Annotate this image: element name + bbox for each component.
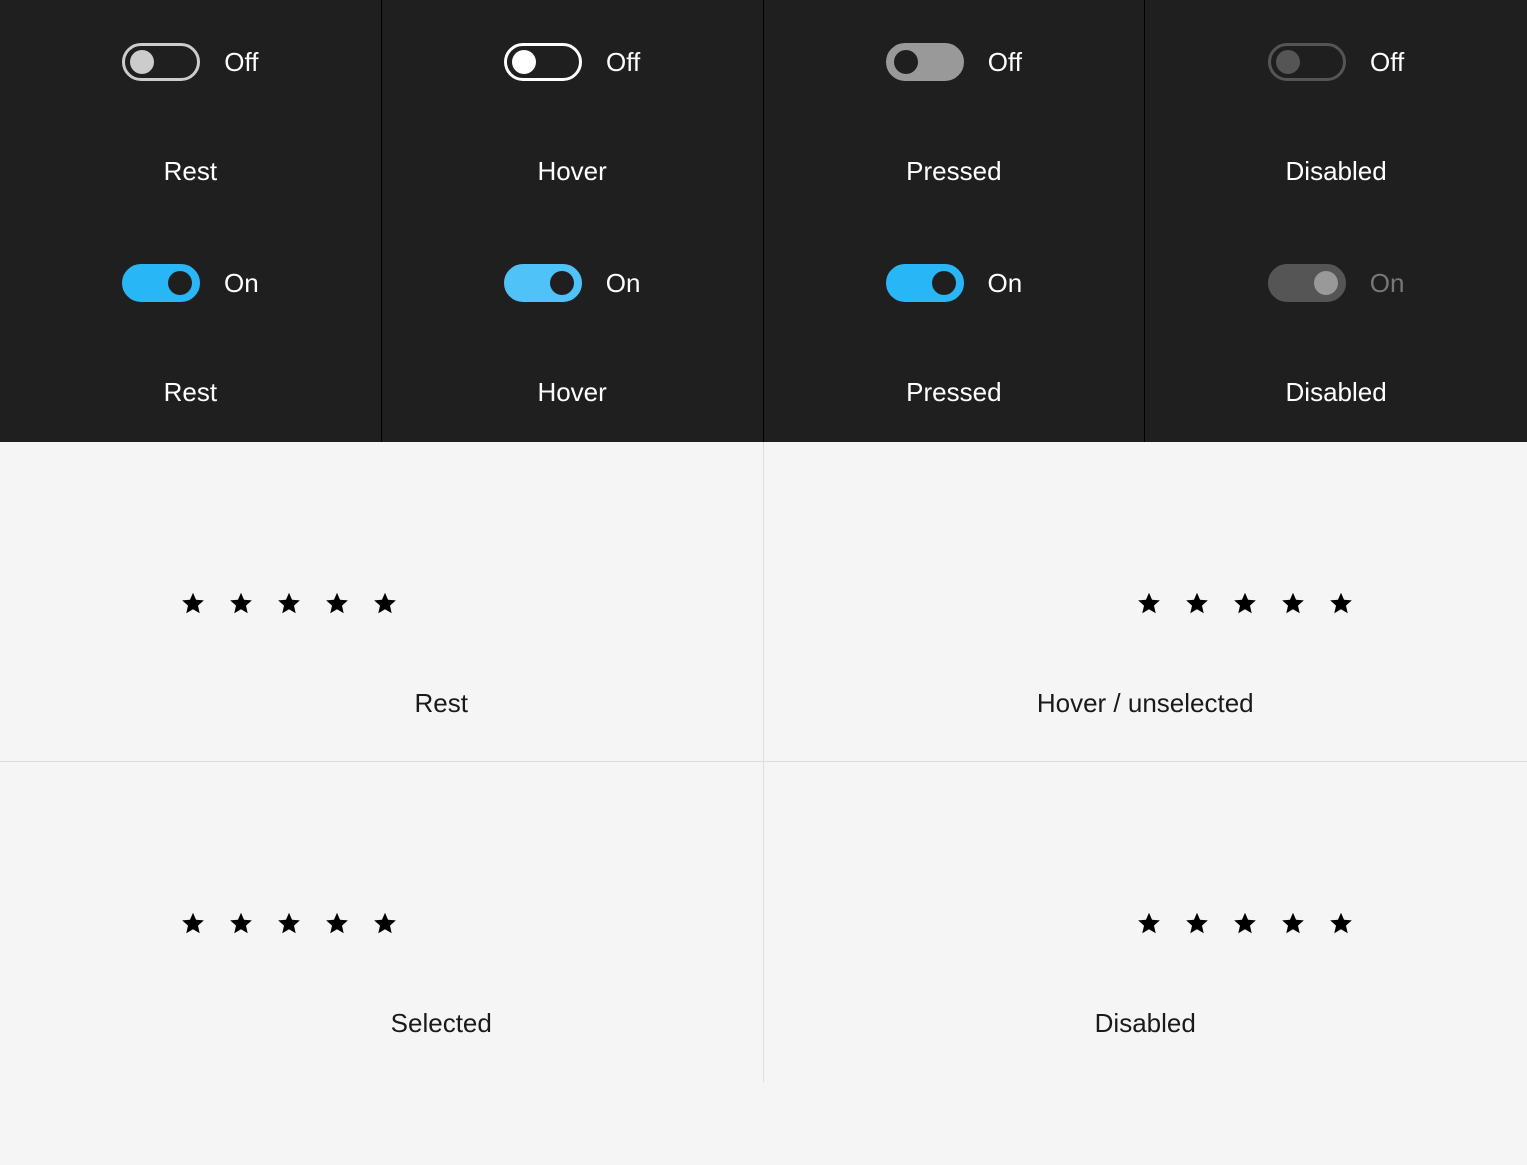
toggle-cell-off-pressed: Off Pressed — [764, 0, 1146, 221]
star-icon — [1136, 910, 1162, 936]
toggle-value-label: Off — [1370, 47, 1404, 78]
toggle-thumb — [512, 50, 536, 74]
toggle-thumb — [932, 271, 956, 295]
toggle-thumb — [1276, 50, 1300, 74]
toggle-switch — [1268, 264, 1346, 302]
toggle-thumb — [1314, 271, 1338, 295]
star-icon — [1280, 910, 1306, 936]
rating-control[interactable] — [180, 590, 398, 616]
star-icon[interactable] — [1184, 590, 1210, 616]
toggle-switch[interactable] — [886, 264, 964, 302]
state-label: Rest — [326, 688, 556, 719]
toggle-switch[interactable] — [504, 264, 582, 302]
toggle-thumb — [168, 271, 192, 295]
rating-control[interactable] — [180, 910, 398, 936]
toggle-thumb — [130, 50, 154, 74]
toggle-cell-off-rest: Off Rest — [0, 0, 382, 221]
rating-cell-selected: Selected — [0, 762, 764, 1082]
state-label: Disabled — [1095, 1008, 1196, 1039]
toggle-value-label: Off — [988, 47, 1022, 78]
state-label: Hover — [537, 377, 606, 408]
star-icon[interactable] — [372, 910, 398, 936]
star-icon[interactable] — [372, 590, 398, 616]
state-label: Hover — [537, 156, 606, 187]
toggle-switch[interactable] — [122, 43, 200, 81]
star-icon[interactable] — [276, 910, 302, 936]
state-label: Pressed — [906, 377, 1001, 408]
star-icon[interactable] — [180, 910, 206, 936]
star-icon[interactable] — [180, 590, 206, 616]
toggle-cell-on-rest: On Rest — [0, 221, 382, 442]
star-icon[interactable] — [228, 910, 254, 936]
toggle-cell-off-disabled: Off Disabled — [1145, 0, 1527, 221]
toggle-switch[interactable] — [886, 43, 964, 81]
toggle-value-label: Off — [224, 47, 258, 78]
state-label: Selected — [326, 1008, 556, 1039]
rating-cell-disabled: Disabled — [764, 762, 1527, 1082]
star-icon[interactable] — [1232, 590, 1258, 616]
star-icon[interactable] — [228, 590, 254, 616]
star-icon[interactable] — [1136, 590, 1162, 616]
state-label: Pressed — [906, 156, 1001, 187]
star-icon — [1232, 910, 1258, 936]
toggle-value-label: Off — [606, 47, 640, 78]
star-icon — [1184, 910, 1210, 936]
star-icon[interactable] — [324, 590, 350, 616]
star-icon — [1328, 910, 1354, 936]
toggle-cell-on-hover: On Hover — [382, 221, 764, 442]
toggle-switch[interactable] — [122, 264, 200, 302]
toggle-switch — [1268, 43, 1346, 81]
star-icon[interactable] — [1280, 590, 1306, 616]
rating-control — [1136, 910, 1354, 936]
toggle-thumb — [894, 50, 918, 74]
toggle-thumb — [550, 271, 574, 295]
toggle-switch[interactable] — [504, 43, 582, 81]
star-icon[interactable] — [1328, 590, 1354, 616]
rating-cell-hover: Hover / unselected — [764, 442, 1527, 762]
toggle-states-grid: Off Rest Off Hover Off Pressed Off Disab… — [0, 0, 1527, 442]
toggle-cell-off-hover: Off Hover — [382, 0, 764, 221]
toggle-cell-on-pressed: On Pressed — [764, 221, 1146, 442]
state-label: Rest — [164, 377, 217, 408]
rating-states-grid: Rest Hover / unselected Selected — [0, 442, 1527, 1082]
toggle-value-label: On — [988, 268, 1023, 299]
state-label: Disabled — [1286, 156, 1387, 187]
state-label: Rest — [164, 156, 217, 187]
state-label: Disabled — [1286, 377, 1387, 408]
toggle-value-label: On — [606, 268, 641, 299]
toggle-cell-on-disabled: On Disabled — [1145, 221, 1527, 442]
state-label: Hover / unselected — [1037, 688, 1254, 719]
rating-cell-rest: Rest — [0, 442, 764, 762]
star-icon[interactable] — [324, 910, 350, 936]
rating-control[interactable] — [1136, 590, 1354, 616]
toggle-value-label: On — [224, 268, 259, 299]
star-icon[interactable] — [276, 590, 302, 616]
toggle-value-label: On — [1370, 268, 1405, 299]
